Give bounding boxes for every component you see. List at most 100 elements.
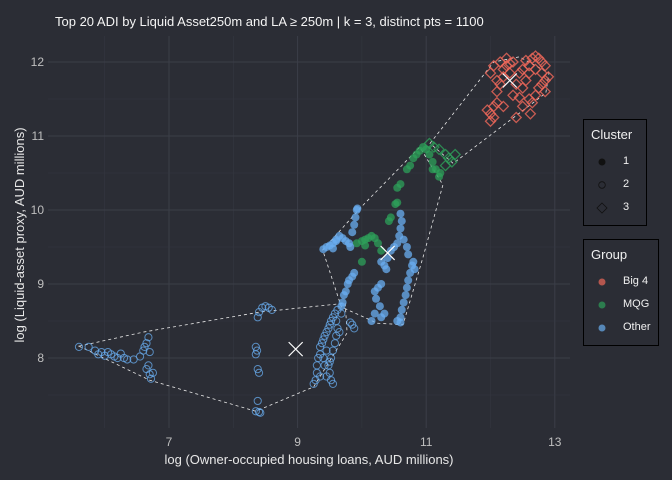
point-cluster-3-big4 [500, 52, 513, 65]
red-dot-icon [598, 278, 606, 286]
centroid-cluster-2-marker [288, 341, 304, 357]
point-cluster-3-big4 [484, 115, 497, 128]
point-cluster-1-other [393, 239, 402, 248]
point-cluster-2-other [316, 372, 325, 381]
y-tick-label: 9 [37, 277, 44, 291]
group-legend-label: MQG [623, 298, 650, 310]
point-cluster-2-other [140, 342, 149, 351]
point-cluster-3-big4 [510, 111, 523, 124]
cluster-legend-item-2: 2 [584, 175, 646, 195]
point-cluster-2-other [322, 346, 331, 355]
point-cluster-2-other [254, 368, 264, 377]
point-cluster-2-other [253, 313, 262, 322]
cluster-legend-item-3: 3 [584, 198, 646, 218]
point-cluster-1-other [399, 235, 408, 244]
point-cluster-1-other [350, 268, 359, 277]
point-cluster-1-mqg [361, 241, 370, 250]
point-cluster-3-big4 [524, 107, 537, 120]
group-legend-item-big4: Big 4 [584, 272, 658, 292]
point-cluster-2-other [319, 335, 328, 344]
group-legend-item-other: Other [584, 318, 658, 338]
point-cluster-3-mqg [439, 159, 452, 172]
point-cluster-1-other [328, 244, 337, 253]
cluster-legend-label: 3 [623, 201, 630, 213]
point-cluster-1-other [351, 213, 360, 222]
point-cluster-1-mqg [436, 169, 445, 177]
point-cluster-2-other [317, 339, 327, 348]
point-cluster-2-other [333, 305, 342, 314]
point-cluster-3-big4 [529, 63, 542, 76]
point-cluster-2-other [326, 353, 336, 363]
y-tick-label: 11 [32, 129, 45, 143]
filled-circle-icon [598, 158, 606, 166]
point-cluster-2-other [144, 333, 153, 342]
point-cluster-3-big4 [516, 100, 529, 113]
point-cluster-3-mqg [449, 148, 462, 161]
point-cluster-1-other [332, 237, 341, 246]
point-cluster-2-other [144, 361, 153, 370]
point-cluster-2-other [139, 346, 148, 355]
point-cluster-1-mqg [357, 257, 366, 266]
point-cluster-1-other [337, 302, 346, 311]
point-cluster-3-big4 [532, 81, 545, 94]
axis-ticks: 7 9 11 13 8 9 10 11 12 [31, 55, 562, 449]
point-cluster-2-other [330, 339, 339, 348]
point-cluster-1-other [402, 283, 411, 292]
point-cluster-2-other [328, 379, 338, 388]
point-cluster-2-other [253, 365, 262, 374]
point-cluster-2-other [346, 318, 355, 327]
point-cluster-1-mqg [428, 157, 437, 166]
point-cluster-1-mqg [377, 246, 386, 255]
point-cluster-1-other [396, 318, 405, 327]
point-cluster-1-other [377, 313, 386, 322]
point-cluster-1-mqg [384, 217, 393, 226]
point-cluster-2-other [328, 346, 338, 355]
point-cluster-3-big4 [513, 67, 526, 80]
point-cluster-3-big4 [491, 74, 503, 87]
point-cluster-1-other [372, 294, 381, 303]
chart-title: Top 20 ADI by Liquid Asset250m and LA ≥ … [55, 14, 484, 29]
point-cluster-2-other [350, 324, 359, 333]
point-cluster-1-mqg [425, 150, 434, 159]
open-circle-icon [598, 181, 606, 189]
cluster-legend-item-1: 1 [584, 152, 646, 172]
point-cluster-2-other [145, 347, 154, 357]
open-diamond-icon [596, 202, 608, 214]
y-tick-label: 8 [37, 351, 44, 365]
point-cluster-2-other [322, 372, 331, 381]
point-cluster-2-other [253, 396, 262, 406]
point-cluster-1-other [341, 287, 350, 296]
point-cluster-1-other [402, 243, 411, 251]
point-cluster-1-other [404, 250, 413, 259]
point-cluster-2-other [267, 305, 276, 314]
point-cluster-1-other [346, 243, 355, 251]
point-cluster-3-big4 [519, 54, 532, 67]
point-cluster-2-other [251, 407, 260, 416]
x-tick-label: 11 [420, 435, 433, 449]
point-cluster-1-mqg [406, 161, 415, 170]
point-cluster-1-other [401, 291, 410, 300]
point-cluster-1-mqg [428, 165, 437, 174]
grid-lines [48, 36, 570, 428]
point-cluster-2-other [335, 328, 344, 337]
group-legend-label: Other [623, 321, 651, 333]
point-cluster-1-other [399, 298, 408, 307]
point-cluster-2-other [312, 361, 321, 370]
point-cluster-1-other [397, 305, 406, 314]
point-cluster-3-big4 [542, 70, 555, 83]
point-cluster-3-big4 [510, 78, 523, 91]
cluster-legend-label: 2 [623, 178, 630, 190]
point-cluster-3-big4 [491, 96, 503, 109]
point-cluster-2-other [324, 324, 333, 333]
point-cluster-3-big4 [536, 67, 548, 80]
point-cluster-1-other [410, 265, 419, 274]
point-cluster-1-other [377, 280, 386, 288]
point-cluster-2-other [74, 342, 84, 351]
group-legend-label: Big 4 [623, 275, 649, 287]
centroid-cluster-1-marker [380, 245, 396, 261]
cluster-legend-title: Cluster [591, 127, 633, 142]
group-legend-item-mqg: MQG [584, 295, 658, 315]
x-tick-label: 7 [166, 435, 173, 449]
y-tick-label: 10 [31, 203, 45, 217]
point-cluster-1-other [396, 209, 405, 218]
